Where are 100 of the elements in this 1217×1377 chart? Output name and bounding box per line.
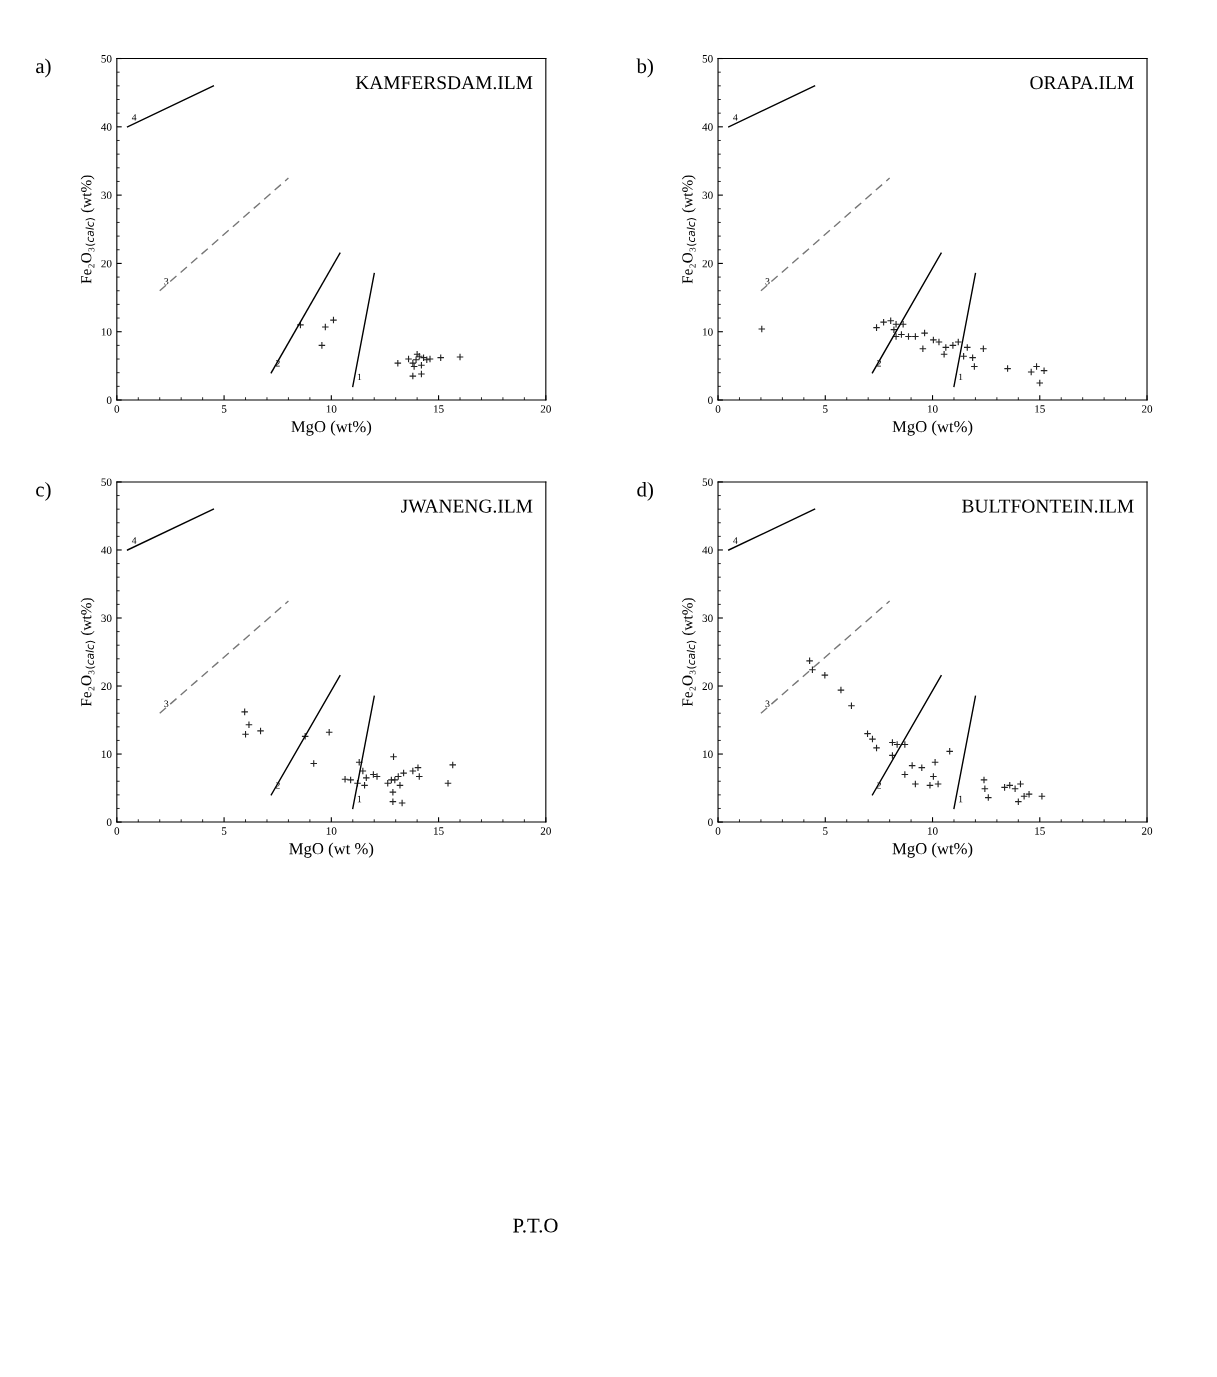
annotation: 4 [733,114,738,121]
x-axis-title: MgO (wt%) [892,420,973,436]
chart-title: c) [36,481,51,501]
point [1014,797,1023,806]
x-tick-label: 15 [434,405,444,413]
y-tick-label: 0 [708,818,713,827]
point [970,362,979,371]
point [309,759,318,768]
y-tick-label: 20 [101,259,112,268]
text: JWANENG.ILM [401,499,533,513]
y-tick-label: 30 [702,614,713,622]
annotation: 2 [275,360,280,367]
point [396,781,404,790]
y-tick-label: 50 [702,478,713,486]
x-axis-title: MgO (wt%) [892,842,973,858]
point [984,793,993,802]
y-tick-label: 40 [101,123,112,131]
y-tick-label: 50 [101,478,112,486]
x-tick-label: 15 [434,827,444,835]
y-axis-title: Fe₂O₃$_{(calc)}$ (wt%) [80,598,96,707]
y-tick-label: 10 [703,750,713,759]
chart-title: a) [36,58,51,78]
point [904,332,913,341]
point [934,780,942,788]
x-tick-label: 20 [1141,405,1153,413]
y-tick-label: 10 [703,328,713,336]
y-tick-label: 30 [702,191,713,200]
y-axis-title: Fe₂O₃$_{(calc)}$ (wt%) [80,175,96,284]
point [383,779,392,788]
point [929,772,938,781]
y-axis-title: Fe₂O₃$_{(calc)}$ (wt%) [681,175,697,284]
point [959,352,968,361]
point [245,720,253,729]
y-tick-label: 10 [101,328,112,336]
annotation: 1 [357,795,362,803]
point [398,799,406,807]
point [847,701,856,710]
point [359,767,367,775]
x-tick-label: 20 [540,405,551,413]
annotation: 4 [733,537,738,544]
x-tick-label: 0 [715,405,721,413]
annotation: 3 [164,700,169,708]
y-tick-label: 40 [702,123,713,131]
annotation: 1 [959,795,963,803]
x-axis-title: MgO (wt%) [291,420,372,436]
x-tick-label: 5 [823,405,828,413]
point [241,730,250,739]
point [872,323,881,332]
y-tick-label: 20 [702,259,713,268]
point [415,772,424,781]
point [968,353,977,362]
point [444,779,452,788]
x-tick-label: 5 [823,827,828,835]
point [808,665,817,674]
chart-title: d) [637,481,653,501]
annotation: 1 [959,373,963,381]
y-tick-label: 30 [101,614,112,622]
point [911,332,920,341]
y-tick-label: 10 [101,750,112,759]
y-tick-label: 0 [106,396,112,404]
x-tick-label: 0 [114,405,120,413]
y-axis-title: Fe₂O₃$_{(calc)}$ (wt%) [681,598,697,707]
y-tick-label: 30 [101,191,112,200]
point [926,781,934,790]
annotation: 1 [357,373,362,381]
point [863,729,872,738]
annotation: 3 [164,278,169,285]
y-tick-label: 40 [702,546,713,554]
x-tick-label: 20 [1141,827,1153,835]
point [980,776,988,784]
point [1003,364,1012,373]
x-tick-label: 15 [1035,405,1045,413]
text: ORAPA.ILM [1030,76,1134,90]
y-tick-label: 50 [101,54,112,63]
x-tick-label: 10 [326,405,337,413]
annotation: 3 [765,278,770,285]
point [935,338,943,346]
point [436,353,445,362]
text: BULTFONTEIN.ILM [962,499,1134,513]
x-tick-label: 0 [114,827,120,835]
x-tick-label: 10 [927,405,938,413]
text: KAMFERSDAM.ILM [355,76,533,90]
x-tick-label: 15 [1035,827,1045,835]
chart-title: b) [636,58,653,78]
x-tick-label: 20 [540,827,551,835]
x-tick-label: 10 [326,827,337,835]
annotation: 4 [131,114,137,121]
point [945,747,954,756]
point [360,781,369,790]
x-tick-label: 10 [927,827,938,835]
x-tick-label: 5 [221,405,227,413]
y-tick-label: 40 [101,546,112,554]
point [456,353,464,361]
point [404,355,413,363]
point [963,343,972,352]
y-tick-label: 0 [708,396,713,404]
y-tick-label: 50 [702,54,713,63]
x-tick-label: 5 [221,827,227,835]
point [373,772,381,781]
y-tick-label: 20 [702,682,713,690]
